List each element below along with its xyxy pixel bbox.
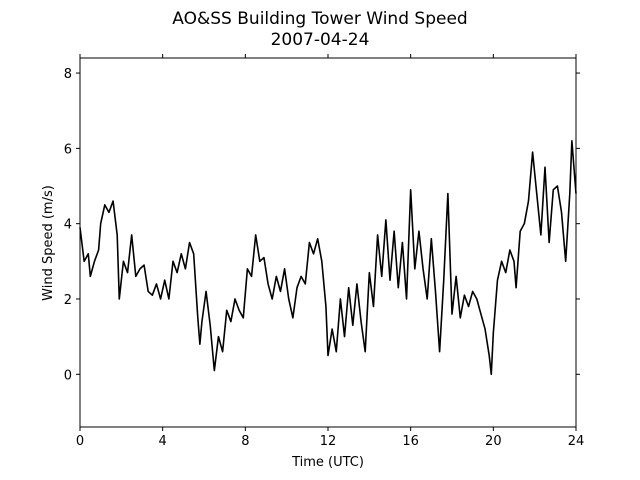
y-axis-label: Wind Speed (m/s) — [41, 185, 56, 301]
x-tick-label: 16 — [402, 434, 419, 449]
chart-subtitle: 2007-04-24 — [271, 30, 370, 50]
x-tick-label: 12 — [320, 434, 337, 449]
chart-title: AO&SS Building Tower Wind Speed — [172, 9, 467, 29]
x-tick-label: 20 — [485, 434, 502, 449]
y-tick-label: 2 — [64, 293, 72, 308]
x-axis-label: Time (UTC) — [291, 455, 364, 470]
x-tick-label: 0 — [76, 434, 84, 449]
y-tick-label: 6 — [64, 142, 72, 157]
y-tick-label: 0 — [64, 368, 72, 383]
y-tick-label: 8 — [64, 67, 72, 82]
plot-frame — [79, 57, 577, 428]
y-tick-label: 4 — [64, 218, 72, 233]
x-tick-label: 4 — [159, 434, 167, 449]
x-tick-label: 24 — [568, 434, 585, 449]
data-line — [79, 140, 577, 376]
x-tick-label: 8 — [241, 434, 249, 449]
